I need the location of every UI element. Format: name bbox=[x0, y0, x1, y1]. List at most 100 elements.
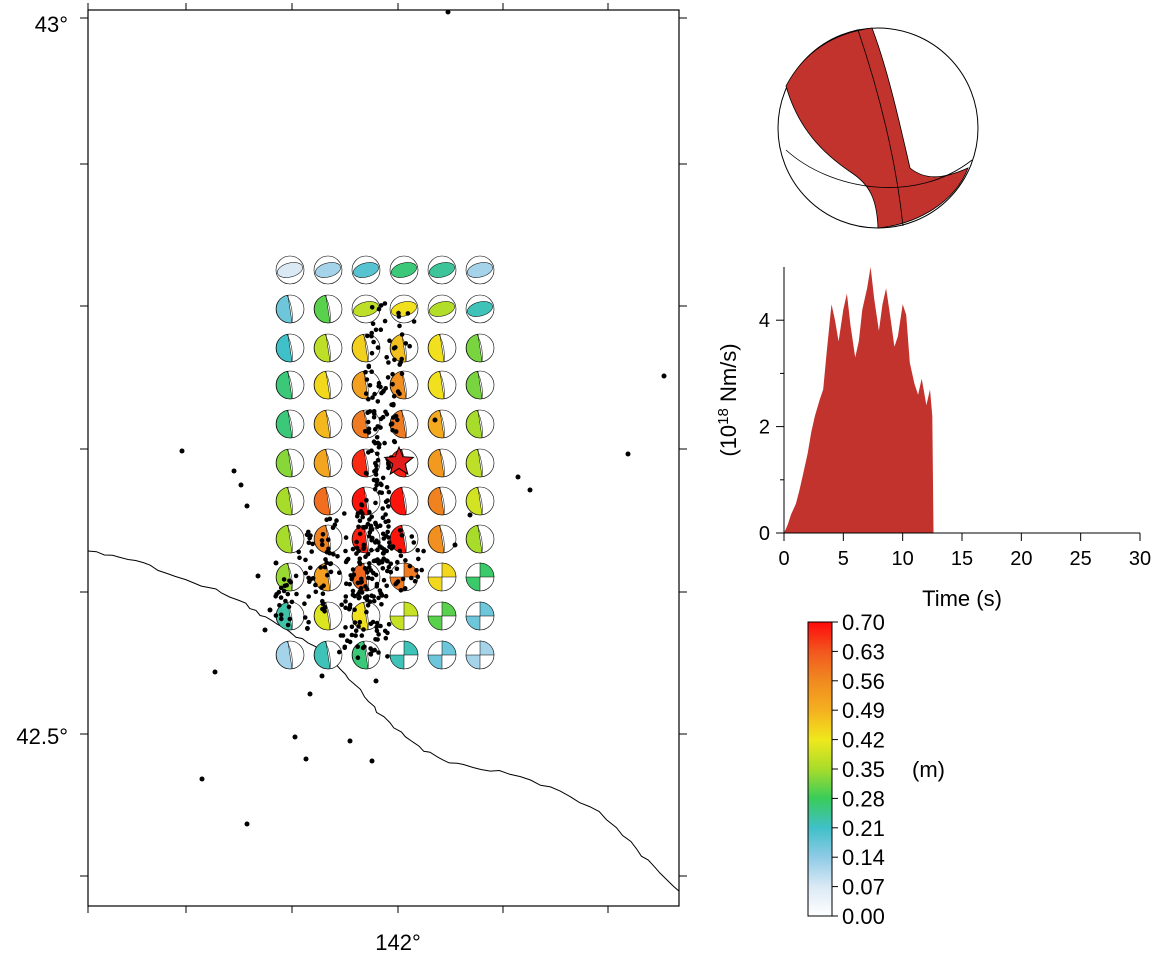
beachball-compression-half bbox=[466, 486, 483, 516]
map-panel: 43° 42.5° 142° bbox=[16, 3, 687, 955]
subfault-beachball bbox=[389, 255, 419, 285]
aftershock-dot bbox=[255, 573, 261, 579]
aftershock-dot bbox=[374, 477, 380, 483]
aftershock-dot bbox=[363, 391, 369, 396]
aftershock-dot bbox=[343, 599, 348, 604]
aftershock-dot bbox=[355, 514, 360, 519]
beachball-compression-lobe bbox=[315, 262, 341, 278]
beachball-compression-quadrant bbox=[479, 562, 495, 578]
aftershock-dot bbox=[376, 306, 382, 312]
aftershock-dot bbox=[342, 644, 348, 650]
aftershock-dot bbox=[379, 593, 385, 598]
beachball-compression-quadrant bbox=[427, 615, 443, 631]
aftershock-dot bbox=[374, 624, 379, 630]
aftershock-dot bbox=[375, 547, 380, 553]
aftershock-dot bbox=[367, 383, 373, 388]
aftershock-dot bbox=[385, 654, 390, 659]
beachball-compression-lobe bbox=[467, 301, 493, 317]
beachball-compression-half bbox=[276, 333, 293, 363]
aftershock-dot bbox=[419, 567, 425, 573]
mrf-x-tick-label: 25 bbox=[1070, 548, 1092, 570]
colorbar-scale bbox=[807, 621, 833, 917]
subfault-beachball bbox=[427, 486, 457, 516]
subfault-beachball bbox=[427, 640, 457, 670]
aftershock-dot bbox=[279, 616, 284, 622]
aftershock-dot bbox=[324, 517, 330, 522]
aftershock-dot bbox=[371, 414, 377, 420]
aftershock-dot bbox=[382, 440, 387, 446]
aftershock-dot bbox=[354, 551, 359, 556]
beachball-compression-quadrant bbox=[479, 640, 495, 656]
beachball-nodal-line bbox=[438, 486, 445, 516]
aftershock-dot bbox=[367, 561, 372, 566]
aftershock-dot bbox=[343, 594, 349, 599]
aftershock-dot bbox=[376, 383, 382, 389]
aftershock-dot bbox=[373, 327, 379, 333]
subfault-beachball bbox=[465, 601, 495, 631]
aftershock-dot bbox=[398, 588, 404, 593]
aftershock-dot bbox=[403, 341, 409, 346]
aftershock-dot bbox=[445, 10, 451, 15]
moment-rate-chart: 0 5 10 15 20 25 30 0 2 4 Time (s) (1018 Nm/s) bbox=[715, 267, 1151, 611]
aftershock-dot bbox=[340, 633, 346, 638]
subfault-beachball bbox=[427, 294, 457, 324]
aftershock-dot bbox=[416, 556, 421, 562]
subfault-beachball bbox=[351, 294, 381, 324]
aftershock-dot bbox=[409, 534, 415, 539]
aftershock-dot bbox=[372, 647, 378, 653]
aftershock-dot bbox=[368, 646, 373, 651]
aftershock-dot bbox=[320, 591, 326, 596]
aftershock-dot bbox=[323, 557, 328, 562]
colorbar-tick-label: 0.00 bbox=[842, 904, 885, 929]
colorbar-tick-label: 0.35 bbox=[842, 757, 885, 782]
aftershock-dot bbox=[371, 409, 377, 414]
aftershock-dot bbox=[386, 465, 391, 471]
subfault-beachball bbox=[275, 524, 305, 554]
beachball-nodal-line bbox=[324, 333, 331, 363]
aftershock-dot bbox=[373, 426, 378, 432]
aftershock-dot bbox=[411, 540, 417, 545]
subfault-beachball bbox=[275, 409, 305, 439]
beachball-nodal-line bbox=[286, 524, 293, 554]
subfault-beachball bbox=[427, 562, 457, 592]
aftershock-dot bbox=[350, 592, 356, 598]
subfault-beachball bbox=[465, 409, 495, 439]
subfault-beachball bbox=[275, 255, 305, 285]
beachball-compression-half bbox=[390, 486, 407, 516]
colorbar-tick-label: 0.49 bbox=[842, 698, 885, 723]
aftershock-dot bbox=[293, 573, 299, 579]
aftershock-dot bbox=[397, 548, 403, 554]
aftershock-dot bbox=[320, 532, 326, 537]
aftershock-dot bbox=[303, 570, 309, 576]
aftershock-dot bbox=[287, 578, 292, 584]
beachball-compression-half bbox=[276, 448, 293, 478]
aftershock-dot bbox=[357, 594, 362, 600]
aftershock-dot bbox=[285, 591, 291, 597]
subfault-beachball bbox=[313, 333, 343, 363]
aftershock-dot bbox=[286, 604, 292, 610]
subfault-beachball bbox=[313, 255, 343, 285]
aftershock-dot bbox=[304, 532, 310, 537]
subfault-beachball bbox=[427, 333, 457, 363]
aftershock-dot bbox=[387, 540, 392, 545]
aftershock-dot bbox=[386, 489, 392, 495]
aftershock-dot bbox=[365, 603, 371, 608]
aftershock-dot bbox=[383, 519, 389, 525]
subfault-beachball bbox=[313, 370, 343, 400]
aftershock-dot bbox=[363, 554, 368, 559]
aftershock-dot bbox=[328, 561, 334, 566]
aftershock-dot bbox=[349, 632, 355, 638]
total-mechanism-beachball bbox=[777, 27, 979, 229]
beachball-compression-lobe bbox=[277, 262, 303, 278]
mrf-x-tick-label: 5 bbox=[838, 548, 849, 570]
aftershock-dot bbox=[383, 386, 389, 391]
beachball-nodal-line bbox=[324, 486, 331, 516]
aftershock-dot bbox=[335, 554, 340, 559]
subfault-beachball bbox=[427, 255, 457, 285]
beachball-compression-half bbox=[466, 448, 483, 478]
aftershock-dot bbox=[277, 603, 282, 608]
aftershock-dot bbox=[386, 462, 391, 467]
aftershock-dot bbox=[391, 393, 397, 399]
aftershock-dot bbox=[306, 540, 312, 545]
aftershock-dot bbox=[375, 637, 380, 642]
